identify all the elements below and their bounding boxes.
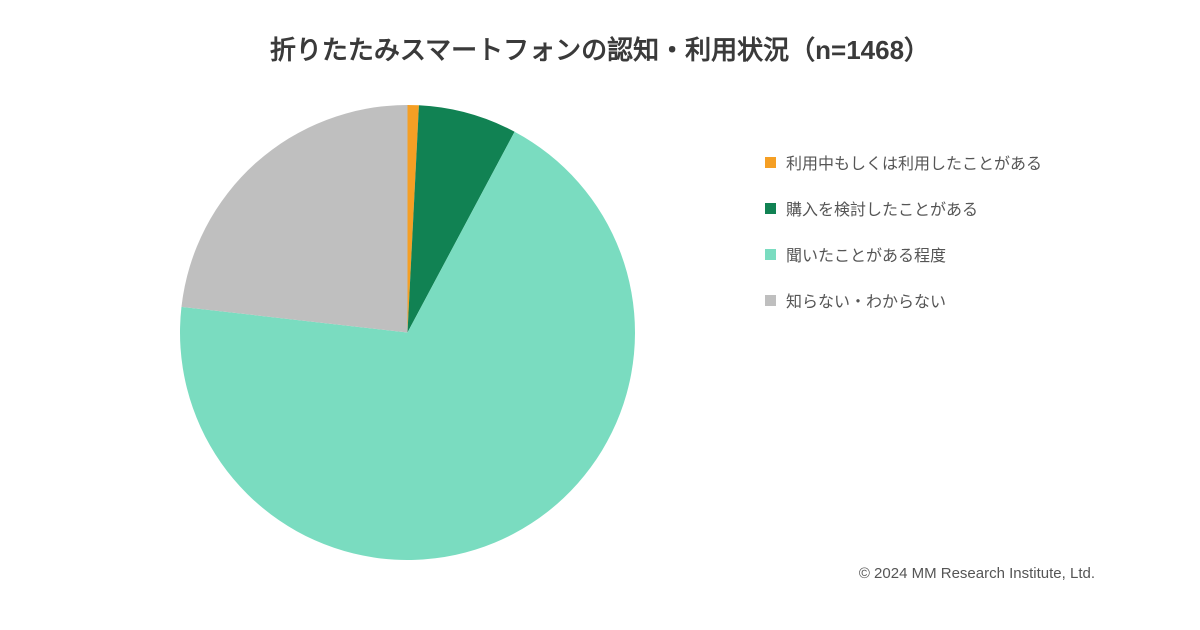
legend-item-1: 購入を検討したことがある bbox=[765, 196, 1042, 220]
pie-chart bbox=[180, 105, 635, 565]
legend-label-2: 聞いたことがある程度 bbox=[786, 242, 946, 266]
legend: 利用中もしくは利用したことがある購入を検討したことがある聞いたことがある程度知ら… bbox=[765, 150, 1042, 334]
legend-swatch-3 bbox=[765, 295, 776, 306]
legend-label-3: 知らない・わからない bbox=[786, 288, 946, 312]
legend-item-0: 利用中もしくは利用したことがある bbox=[765, 150, 1042, 174]
legend-swatch-0 bbox=[765, 157, 776, 168]
copyright-text: © 2024 MM Research Institute, Ltd. bbox=[859, 565, 1095, 582]
chart-title: 折りたたみスマートフォンの認知・利用状況（n=1468） bbox=[0, 30, 1200, 67]
legend-item-3: 知らない・わからない bbox=[765, 288, 1042, 312]
legend-swatch-1 bbox=[765, 203, 776, 214]
legend-label-1: 購入を検討したことがある bbox=[786, 196, 978, 220]
legend-label-0: 利用中もしくは利用したことがある bbox=[786, 150, 1042, 174]
legend-item-2: 聞いたことがある程度 bbox=[765, 242, 1042, 266]
pie-svg bbox=[180, 105, 635, 560]
pie-slice-3 bbox=[181, 105, 407, 333]
chart-container: 折りたたみスマートフォンの認知・利用状況（n=1468） 利用中もしくは利用した… bbox=[0, 0, 1200, 630]
legend-swatch-2 bbox=[765, 249, 776, 260]
